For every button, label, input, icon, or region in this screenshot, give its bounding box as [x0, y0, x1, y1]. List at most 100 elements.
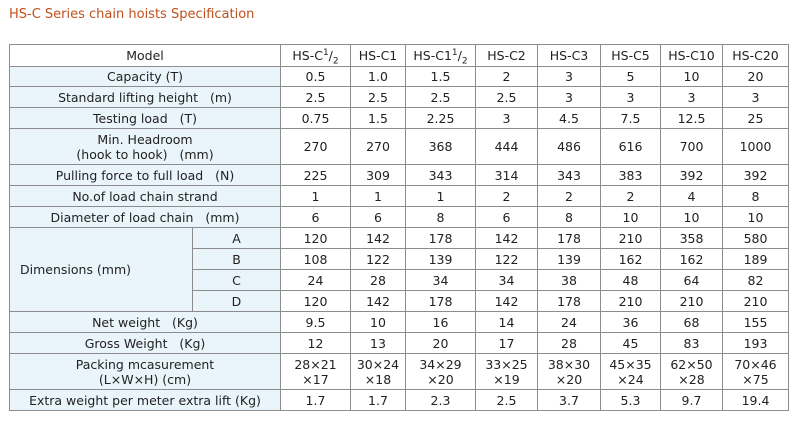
- packing-line: 28×21: [294, 356, 337, 372]
- value-cell: 210: [660, 290, 723, 312]
- value-cell: 155: [722, 311, 789, 333]
- model-name: HS-C11/2: [405, 44, 476, 67]
- value-cell: 8: [405, 206, 476, 228]
- value-cell: 28: [537, 332, 601, 354]
- model-name: HS-C1: [350, 44, 406, 67]
- value-cell: 270: [280, 128, 351, 165]
- packing-line: 34×29: [419, 356, 462, 372]
- value-cell: 20: [405, 332, 476, 354]
- value-cell: 139: [537, 248, 601, 270]
- value-cell: 122: [475, 248, 538, 270]
- value-cell: 6: [280, 206, 351, 228]
- value-cell: 9.5: [280, 311, 351, 333]
- value-cell: 38×30 ×20: [537, 353, 601, 390]
- value-cell: 162: [600, 248, 661, 270]
- value-cell: 178: [537, 227, 601, 249]
- value-cell: 25: [722, 107, 789, 129]
- value-cell: 3: [722, 86, 789, 108]
- row-label: Min. Headroom (hook to hook) (mm): [9, 128, 281, 165]
- value-cell: 309: [350, 164, 406, 186]
- value-cell: 2: [475, 185, 538, 207]
- value-cell: 6: [350, 206, 406, 228]
- value-cell: 1.5: [405, 66, 476, 87]
- value-cell: 162: [660, 248, 723, 270]
- model-base: HS-C1: [358, 48, 398, 63]
- value-cell: 142: [475, 227, 538, 249]
- row-label: Gross Weight (Kg): [9, 332, 281, 354]
- value-cell: 12.5: [660, 107, 723, 129]
- row-label-line: Min. Headroom: [97, 131, 193, 147]
- model-name: HS-C5: [600, 44, 661, 67]
- model-base: HS-C: [292, 48, 323, 63]
- value-cell: 24: [280, 269, 351, 291]
- row-chain_diameter: Diameter of load chain (mm) 6 6 8 6 8 10 10 10: [9, 206, 789, 228]
- row-label: Pulling force to full load (N): [9, 164, 281, 186]
- row-label: Net weight (Kg): [9, 311, 281, 333]
- value-cell: 12: [280, 332, 351, 354]
- row-label: Diameter of load chain (mm): [9, 206, 281, 228]
- value-cell: 2: [537, 185, 601, 207]
- value-cell: 358: [660, 227, 723, 249]
- value-cell: 392: [722, 164, 789, 186]
- value-cell: 3: [537, 66, 601, 87]
- value-cell: 17: [475, 332, 538, 354]
- model-fraction-bottom: 2: [332, 56, 339, 67]
- value-cell: 28: [350, 269, 406, 291]
- row-capacity: Capacity (T) 0.5 1.0 1.5 2 3 5 10 20: [9, 66, 789, 87]
- row-dimension-A: Dimensions (mm) A 120 142 178 142 178 210 358 580: [9, 227, 789, 312]
- value-cell: 444: [475, 128, 538, 165]
- value-cell: 2.25: [405, 107, 476, 129]
- value-cell: 34×29 ×20: [405, 353, 476, 390]
- value-cell: 10: [350, 311, 406, 333]
- value-cell: 122: [350, 248, 406, 270]
- value-cell: 8: [537, 206, 601, 228]
- value-cell: 368: [405, 128, 476, 165]
- model-fraction-slash: /: [457, 48, 462, 63]
- row-extra_weight: Extra weight per meter extra lift (Kg) 1.…: [9, 389, 789, 411]
- value-cell: 7.5: [600, 107, 661, 129]
- packing-line: 62×50: [670, 356, 713, 372]
- value-cell: 5: [600, 66, 661, 87]
- packing-line: 33×25: [485, 356, 528, 372]
- value-cell: 383: [600, 164, 661, 186]
- value-cell: 210: [600, 227, 661, 249]
- value-cell: 48: [600, 269, 661, 291]
- model-base: HS-C20: [732, 48, 779, 63]
- value-cell: 2.5: [405, 86, 476, 108]
- row-label: Extra weight per meter extra lift (Kg): [9, 389, 281, 411]
- value-cell: 2.5: [475, 86, 538, 108]
- value-cell: 142: [350, 227, 406, 249]
- value-cell: 343: [537, 164, 601, 186]
- row-label-line: (L×W×H) (cm): [98, 371, 192, 387]
- value-cell: 1000: [722, 128, 789, 165]
- value-cell: 1.7: [280, 389, 351, 411]
- value-cell: 14: [475, 311, 538, 333]
- model-base: HS-C5: [611, 48, 650, 63]
- row-label-line: (hook to hook) (mm): [76, 146, 214, 162]
- value-cell: 142: [475, 290, 538, 312]
- value-cell: 38: [537, 269, 601, 291]
- value-cell: 64: [660, 269, 723, 291]
- value-cell: 108: [280, 248, 351, 270]
- value-cell: 178: [405, 227, 476, 249]
- packing-line: ×17: [302, 371, 329, 387]
- value-cell: 225: [280, 164, 351, 186]
- value-cell: 314: [475, 164, 538, 186]
- value-cell: 2: [475, 66, 538, 87]
- page-title: HS-C Series chain hoists Specification: [9, 7, 255, 22]
- value-cell: 24: [537, 311, 601, 333]
- value-cell: 6: [475, 206, 538, 228]
- model-name: HS-C1/2: [280, 44, 351, 67]
- value-cell: 580: [722, 227, 789, 249]
- row-packing: Packing mcasurement (L×W×H) (cm) 28×21 ×17 3…: [9, 353, 789, 390]
- value-cell: 3: [600, 86, 661, 108]
- row-testing_load: Testing load (T) 0.75 1.5 2.25 3 4.5 7.5 12.5 25: [9, 107, 789, 129]
- value-cell: 19.4: [722, 389, 789, 411]
- value-cell: 62×50 ×28: [660, 353, 723, 390]
- value-cell: 3: [475, 107, 538, 129]
- packing-line: 30×24: [356, 356, 400, 372]
- row-label-line: Packing mcasurement: [75, 356, 215, 372]
- value-cell: 10: [660, 66, 723, 87]
- value-cell: 139: [405, 248, 476, 270]
- value-cell: 4.5: [537, 107, 601, 129]
